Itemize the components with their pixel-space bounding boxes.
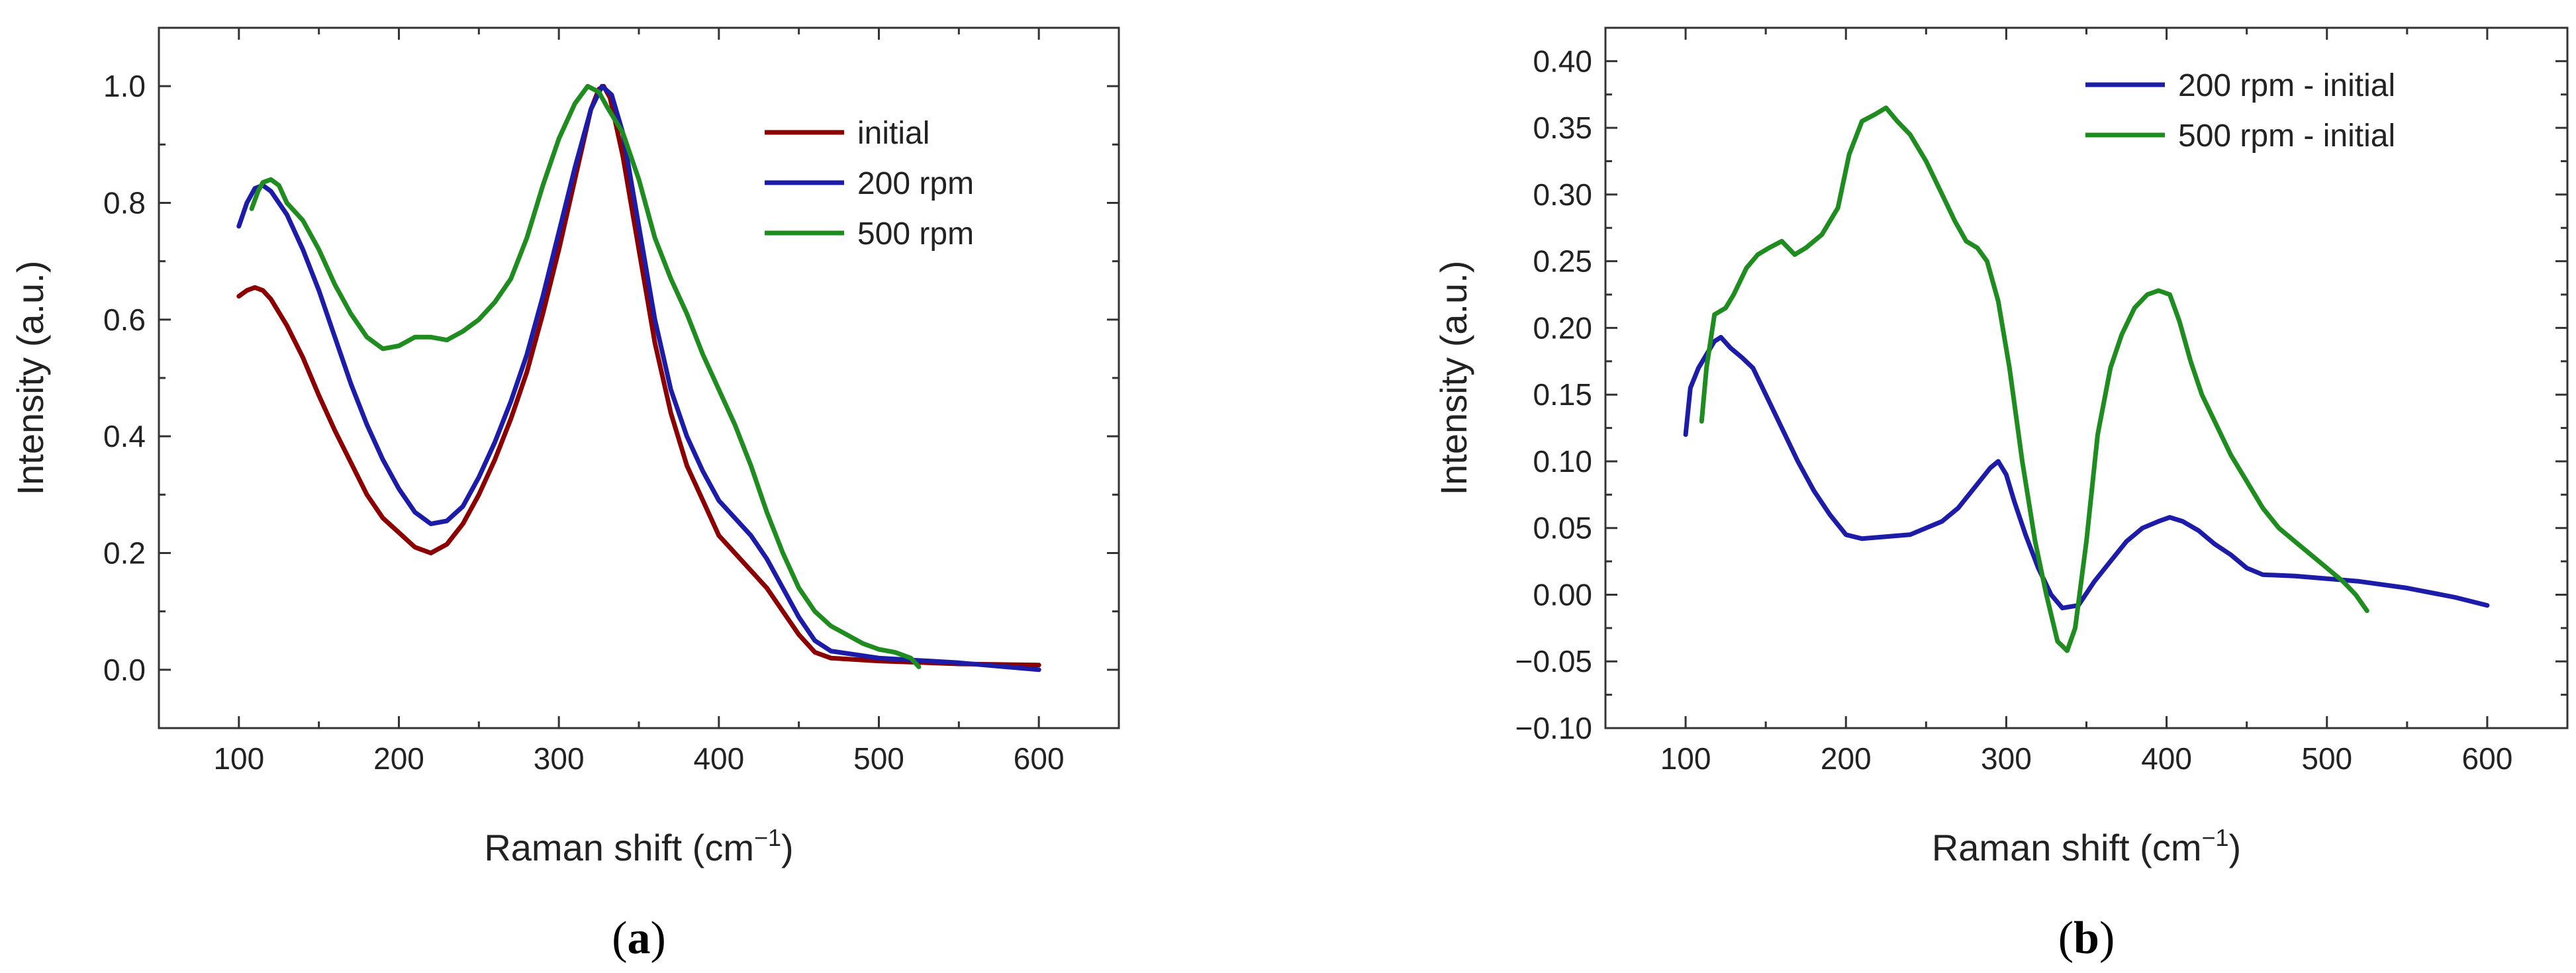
panel-a-chart: 100 200 300 400 500 600 0.0 0.2 0.4 0.6 0.8 1.0 Rama… <box>9 26 1120 964</box>
x-tick-label: 600 <box>2462 741 2513 776</box>
plot-frame <box>158 26 1120 729</box>
series-line-500-rpm <box>249 83 922 669</box>
y-tick-label: 0.0 <box>103 653 146 687</box>
y-tick-label: 0.2 <box>103 536 146 571</box>
series-line-200-rpm <box>236 83 1041 672</box>
legend-label: 200 rpm - initial <box>2178 68 2395 103</box>
legend-label: 500 rpm - initial <box>2178 118 2395 154</box>
y-tick-label: 0.6 <box>103 302 146 337</box>
x-tick-label: 300 <box>534 741 585 776</box>
x-axis-title: Raman shift (cm−1) <box>1932 824 2241 868</box>
y-tick-label: 0.40 <box>1533 44 1592 78</box>
y-tick-label: 1.0 <box>103 69 146 103</box>
y-tick-label: 0.05 <box>1533 511 1592 545</box>
series-line-500-rpm-initial <box>1699 105 2369 653</box>
y-tick-label: 0.10 <box>1533 444 1592 479</box>
legend-label: initial <box>857 116 930 151</box>
y-tick-label: 0.00 <box>1533 577 1592 612</box>
panel-b-chart: 100 200 300 400 500 600 −0.10 −0.05 0.00 0.05 0.10… <box>1433 26 2569 964</box>
y-tick-label: 0.8 <box>103 186 146 220</box>
legend-label: 200 rpm <box>857 166 974 201</box>
x-axis-title: Raman shift (cm−1) <box>484 824 793 868</box>
series-line-initial <box>236 83 1041 668</box>
y-tick-label: 0.25 <box>1533 244 1592 279</box>
series-line-200-rpm-initial <box>1683 335 2490 611</box>
x-tick-label: 100 <box>213 741 264 776</box>
x-tick-label: 600 <box>1014 741 1065 776</box>
y-axis-title: Intensity (a.u.) <box>9 261 51 496</box>
y-axis-title: Intensity (a.u.) <box>1433 261 1474 496</box>
x-tick-label: 500 <box>853 741 904 776</box>
y-tick-label: −0.05 <box>1515 644 1592 678</box>
y-tick-label: 0.20 <box>1533 310 1592 345</box>
legend-label: 500 rpm <box>857 216 974 252</box>
x-tick-label: 500 <box>2301 741 2352 776</box>
x-tick-label: 400 <box>693 741 744 776</box>
panel-label: (a) <box>612 913 666 964</box>
panel-label: (b) <box>2058 913 2115 964</box>
x-tick-label: 300 <box>1981 741 2032 776</box>
y-tick-label: 0.30 <box>1533 177 1592 212</box>
x-tick-label: 200 <box>1821 741 1872 776</box>
y-tick-label: 0.35 <box>1533 111 1592 145</box>
y-tick-label: −0.10 <box>1515 711 1592 745</box>
x-tick-label: 200 <box>373 741 424 776</box>
x-tick-label: 400 <box>2141 741 2192 776</box>
y-tick-label: 0.15 <box>1533 377 1592 412</box>
x-tick-label: 100 <box>1660 741 1711 776</box>
y-tick-label: 0.4 <box>103 419 146 453</box>
